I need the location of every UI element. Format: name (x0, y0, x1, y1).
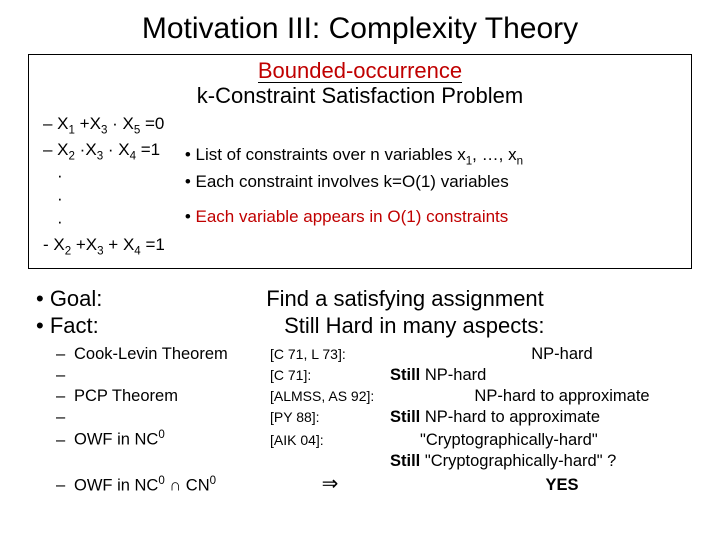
goal-row: • Goal: Find a satisfying assignment (36, 285, 684, 313)
bullet-3: • Each variable appears in O(1) constrai… (185, 205, 523, 230)
fact-result: Still "Cryptographically-hard" ? (390, 451, 684, 472)
bullet-2: • Each constraint involves k=O(1) variab… (185, 170, 523, 195)
fact-ref: [ALMSS, AS 92]: (270, 388, 390, 406)
equation-3: - X2 +X3 + X4 =1 (43, 234, 165, 260)
fact-result: NP-hard (390, 344, 684, 365)
fact-result: YES (390, 475, 684, 496)
fact-value: StillHard in many aspects: (126, 312, 684, 340)
fact-result: Still NP-hard (390, 365, 684, 386)
box-body: – X1 +X3 · X5 =0 – X2 ·X3 · X4 =1 · · · … (39, 113, 681, 260)
ellipsis-dot: · (43, 165, 165, 188)
fact-name: OWF in NC0 (74, 428, 270, 451)
subtitle-kcsp: k-Constraint Satisfaction Problem (197, 83, 523, 108)
ellipsis-dot: · (43, 188, 165, 211)
fact-ref: [C 71, L 73]: (270, 346, 390, 364)
box-bullets: • List of constraints over n variables x… (185, 143, 523, 229)
fact-item-5: – OWF in NC0 [AIK 04]: "Cryptographicall… (56, 428, 684, 451)
fact-item-1: – Cook-Levin Theorem [C 71, L 73]: NP-ha… (56, 344, 684, 365)
bullet-1: • List of constraints over n variables x… (185, 143, 523, 170)
fact-ref: [PY 88]: (270, 409, 390, 427)
equation-1: – X1 +X3 · X5 =0 (43, 113, 165, 139)
fact-name: PCP Theorem (74, 386, 270, 407)
fact-item-3: – PCP Theorem [ALMSS, AS 92]: NP-hard to… (56, 386, 684, 407)
equations: – X1 +X3 · X5 =0 – X2 ·X3 · X4 =1 · · · … (39, 113, 165, 260)
arrow-icon: ⇒ (270, 472, 390, 498)
fact-ref: [AIK 04]: (270, 432, 390, 450)
fact-item-6: – OWF in NC0 ∩ CN0 ⇒ YES (56, 472, 684, 498)
subtitle-bounded: Bounded-occurrence (258, 59, 462, 83)
goal-label: • Goal: (36, 285, 126, 313)
fact-result: Still NP-hard to approximate (390, 407, 684, 428)
fact-row: • Fact: StillHard in many aspects: (36, 312, 684, 340)
fact-item-5b: Still "Cryptographically-hard" ? (56, 451, 684, 472)
slide-title: Motivation III: Complexity Theory (0, 0, 720, 54)
equation-2: – X2 ·X3 · X4 =1 (43, 139, 165, 165)
ellipsis-dot: · (43, 211, 165, 234)
box-subtitle: Bounded-occurrence k-Constraint Satisfac… (39, 59, 681, 109)
mid-section: • Goal: Find a satisfying assignment • F… (0, 279, 720, 342)
fact-result: NP-hard to approximate (390, 386, 684, 407)
csp-box: Bounded-occurrence k-Constraint Satisfac… (28, 54, 692, 269)
facts-list: – Cook-Levin Theorem [C 71, L 73]: NP-ha… (0, 342, 720, 498)
goal-value: Find a satisfying assignment (126, 285, 684, 313)
fact-name: OWF in NC0 ∩ CN0 (74, 474, 270, 497)
fact-label: • Fact: (36, 312, 126, 340)
fact-item-4: – [PY 88]: Still NP-hard to approximate (56, 407, 684, 428)
fact-name: Cook-Levin Theorem (74, 344, 270, 365)
fact-item-2: – [C 71]: Still NP-hard (56, 365, 684, 386)
fact-result: "Cryptographically-hard" (390, 430, 684, 451)
fact-ref: [C 71]: (270, 367, 390, 385)
